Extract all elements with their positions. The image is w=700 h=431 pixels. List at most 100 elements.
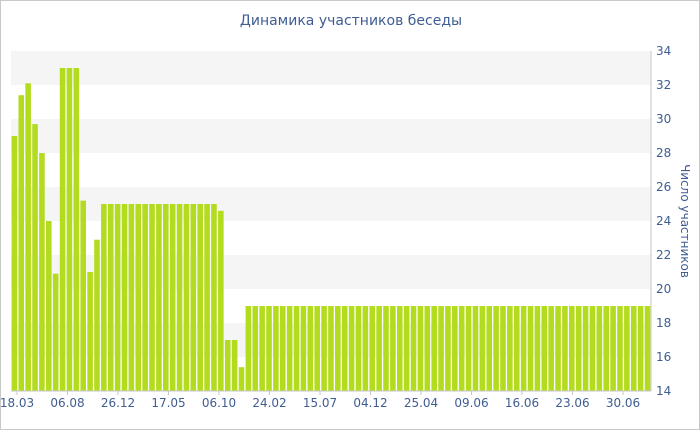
bar	[596, 306, 603, 391]
bar	[355, 306, 362, 391]
y-tick-label: 34	[656, 44, 671, 58]
x-tick-label: 04.12	[353, 396, 387, 410]
bar	[142, 204, 148, 391]
bar	[46, 221, 52, 391]
y-tick-label: 32	[656, 78, 671, 92]
grid-band	[11, 255, 651, 289]
y-tick-label: 28	[656, 146, 671, 160]
y-tick-label: 14	[656, 384, 671, 398]
x-tick-label: 23.06	[555, 396, 589, 410]
bar	[107, 204, 114, 391]
bar	[252, 306, 259, 391]
bar	[479, 306, 486, 391]
bar	[128, 204, 135, 391]
bar	[335, 306, 341, 391]
bar	[637, 306, 644, 391]
bar	[410, 306, 417, 391]
bar	[555, 306, 561, 391]
x-tick-labels: 18.03 06.08 26.12 17.05 06.10 24.02 15.07 04.12…	[1, 391, 640, 410]
bar	[39, 153, 45, 391]
y-tick-label: 18	[656, 316, 671, 330]
bar	[569, 306, 575, 391]
bar	[417, 306, 424, 391]
bar	[534, 306, 541, 391]
y-tick-label: 24	[656, 214, 671, 228]
bar	[458, 306, 465, 391]
bar	[224, 340, 231, 391]
bar	[376, 306, 382, 391]
bar	[527, 306, 534, 391]
bar	[293, 306, 300, 391]
x-tick-label: 18.03	[1, 396, 34, 410]
bar	[341, 306, 348, 391]
bar	[245, 306, 252, 391]
bar	[630, 306, 637, 391]
bar	[465, 306, 472, 391]
grid-band	[11, 153, 651, 187]
bar	[101, 204, 107, 391]
bar	[438, 306, 444, 391]
bar	[87, 272, 93, 391]
y-tick-label: 30	[656, 112, 671, 126]
bar	[279, 306, 286, 391]
grid-band	[11, 119, 651, 153]
chart-title: Динамика участников беседы	[239, 13, 463, 29]
grid-band	[11, 85, 651, 119]
bar	[149, 204, 155, 391]
bar	[624, 306, 630, 391]
bar	[94, 239, 100, 391]
bar	[73, 68, 80, 391]
bar	[520, 306, 527, 391]
bar	[328, 306, 334, 391]
bar	[300, 306, 307, 391]
y-tick-labels: 14 16 18 20 22 24 26 28 30 32 34	[656, 44, 671, 398]
bar	[486, 306, 493, 391]
bar	[59, 68, 66, 391]
bar	[204, 204, 210, 391]
bar	[11, 136, 18, 391]
bar	[121, 204, 128, 391]
bar	[445, 306, 451, 391]
bar	[589, 306, 596, 391]
bar	[562, 306, 568, 391]
bar	[424, 306, 431, 391]
bar	[80, 200, 86, 391]
bar	[369, 306, 376, 391]
bar	[348, 306, 355, 391]
y-tick-label: 20	[656, 282, 671, 296]
x-tick-label: 06.10	[202, 396, 236, 410]
bar	[307, 306, 314, 391]
bar	[135, 204, 142, 391]
bar	[169, 204, 176, 391]
bar	[431, 306, 437, 391]
grid-band	[11, 51, 651, 85]
bar	[197, 204, 203, 391]
y-tick-label: 22	[656, 248, 671, 262]
bar	[610, 306, 616, 391]
bar	[163, 204, 169, 391]
bar	[52, 273, 59, 391]
bar	[383, 306, 389, 391]
bar	[541, 306, 548, 391]
bar	[156, 204, 162, 391]
bar	[273, 306, 279, 391]
x-tick-label: 25.04	[404, 396, 438, 410]
bar	[390, 306, 396, 391]
x-tick-label: 17.05	[151, 396, 185, 410]
bar	[183, 204, 190, 391]
bar	[493, 306, 499, 391]
x-tick-label: 15.07	[303, 396, 337, 410]
x-tick-label: 30.06	[606, 396, 640, 410]
bar	[231, 340, 238, 391]
bar	[452, 306, 458, 391]
grid-band	[11, 187, 651, 221]
bar	[211, 204, 217, 391]
bar	[575, 306, 582, 391]
bar	[507, 306, 513, 391]
x-tick-label: 09.06	[454, 396, 488, 410]
bars	[11, 68, 651, 392]
bar	[617, 306, 623, 391]
bar	[286, 306, 293, 391]
